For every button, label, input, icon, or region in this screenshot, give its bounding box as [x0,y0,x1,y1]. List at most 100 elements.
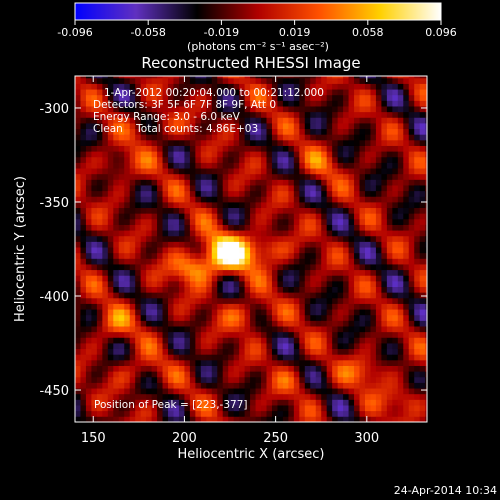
heatmap-cell [102,139,109,146]
heatmap-cell [233,269,240,276]
heatmap-cell [189,320,196,327]
heatmap-cell [408,213,415,220]
heatmap-cell [96,207,103,214]
heatmap-cell [85,76,92,79]
heatmap-cell [261,252,267,259]
heatmap-cell [118,354,125,361]
heatmap-cell [129,247,136,254]
heatmap-cell [359,393,366,400]
heatmap-cell [354,162,360,169]
heatmap-cell [102,376,109,383]
heatmap-cell [354,123,360,130]
heatmap-cell [113,218,120,225]
heatmap-cell [397,376,404,383]
heatmap-cell [282,405,289,412]
heatmap-cell [91,241,98,248]
heatmap-cell [244,269,251,276]
heatmap-cell [189,134,196,141]
heatmap-cell [271,162,278,169]
heatmap-cell [326,218,333,225]
heatmap-cell [304,207,311,214]
heatmap-cell [195,269,202,276]
heatmap-cell [91,269,98,276]
heatmap-cell [299,235,306,242]
heatmap-cell [392,168,399,175]
heatmap-cell [157,201,163,209]
heatmap-cell [211,382,218,389]
heatmap-cell [321,111,328,118]
heatmap-cell [239,371,246,378]
heatmap-cell [75,145,81,152]
heatmap-cell [195,173,202,180]
heatmap-cell [381,371,388,378]
heatmap-cell [129,388,136,395]
heatmap-cell [397,94,404,101]
heatmap-cell [151,207,158,214]
heatmap-cell [200,388,207,395]
heatmap-cell [414,326,421,333]
heatmap-cell [266,320,273,327]
heatmap-cell [332,100,339,107]
heatmap-cell [140,156,147,163]
heatmap-cell [343,258,349,265]
heatmap-cell [75,77,81,84]
heatmap-cell [375,218,382,225]
heatmap-cell [261,416,267,422]
heatmap-cell [321,286,328,293]
heatmap-cell [370,376,377,383]
heatmap-cell [304,123,311,130]
heatmap-cell [255,303,262,310]
heatmap-cell [255,83,262,90]
heatmap-cell [359,106,366,113]
heatmap-cell [261,117,267,124]
heatmap-cell [414,241,421,248]
heatmap-cell [282,275,289,282]
heatmap-cell [102,247,109,254]
heatmap-cell [315,292,322,299]
heatmap-cell [195,286,202,293]
heatmap-cell [184,179,191,186]
heatmap-cell [75,201,81,209]
heatmap-cell [85,359,92,366]
heatmap-cell [151,269,158,276]
heatmap-cell [184,292,191,299]
heatmap-cell [124,185,131,192]
heatmap-cell [332,179,339,186]
heatmap-cell [75,218,81,225]
heatmap-cell [80,207,87,214]
heatmap-cell [206,196,213,203]
heatmap-cell [326,185,333,192]
heatmap-cell [277,326,284,333]
heatmap-cell [135,196,142,203]
heatmap-cell [129,399,136,406]
heatmap-cell [244,218,251,225]
heatmap-cell [200,292,207,299]
heatmap-cell [162,128,169,135]
heatmap-cell [85,117,92,124]
heatmap-cell [206,382,213,389]
heatmap-cell [293,393,300,400]
heatmap-cell [75,365,81,372]
heatmap-cell [370,331,377,338]
heatmap-cell [419,286,426,293]
heatmap-cell [326,337,333,344]
heatmap-cell [293,173,300,180]
heatmap-cell [135,365,142,372]
heatmap-cell [233,185,240,192]
heatmap-cell [228,83,235,90]
heatmap-cell [386,190,393,197]
heatmap-cell [414,106,421,113]
heatmap-cell [124,207,131,214]
heatmap-cell [85,94,92,101]
heatmap-cell [299,213,306,220]
heatmap-cell [337,343,344,350]
heatmap-cell [151,83,158,90]
heatmap-cell [261,241,267,248]
heatmap-cell [85,128,92,135]
heatmap-cell [414,359,421,366]
heatmap-cell [195,76,202,79]
heatmap-cell [255,264,262,271]
heatmap-cell [85,280,92,288]
heatmap-cell [348,264,355,271]
heatmap-cell [414,145,421,152]
